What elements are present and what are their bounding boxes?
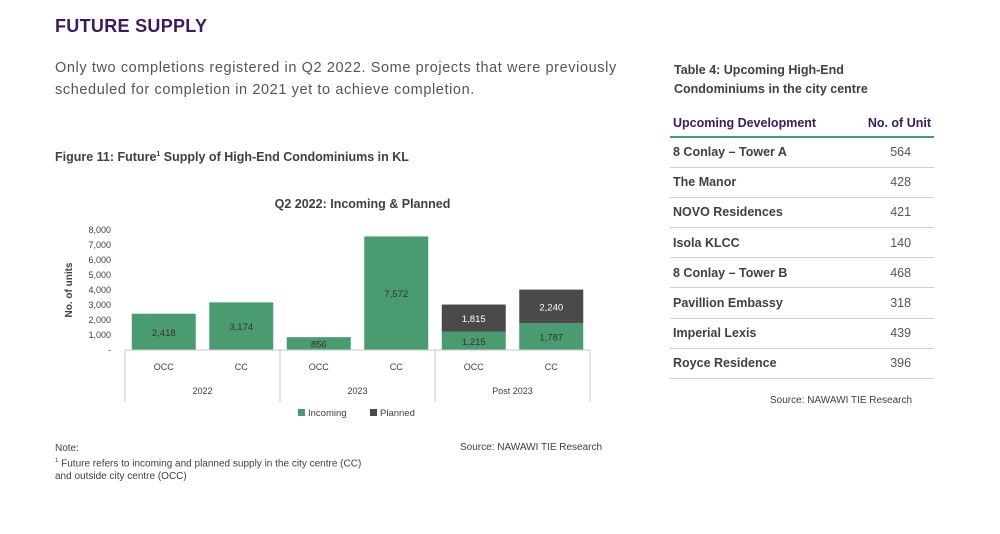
y-tick-label: 2,000 [88,315,111,325]
bar-incoming [519,323,584,350]
table-row: Imperial Lexis 439 [670,318,934,349]
unit-count: 318 [850,287,934,319]
table-row: Pavillion Embassy 318 [670,287,934,319]
table-row: 8 Conlay – Tower B 468 [670,257,934,289]
y-tick-label: 3,000 [88,300,111,310]
x-tick-label: OCC [154,362,175,372]
y-tick-label: 5,000 [88,270,111,280]
y-tick-label: 6,000 [88,255,111,265]
data-label: 856 [311,340,327,351]
note-footnote-text: Future refers to incoming and planned su… [55,458,362,483]
y-tick-label: - [108,345,111,355]
header-development: Upcoming Development [670,110,851,138]
x-group-label: 2023 [347,386,367,396]
bar-incoming [441,331,506,350]
x-tick-label: CC [390,362,403,372]
bar-planned [519,289,584,324]
bar-planned [441,304,506,332]
legend-label: Incoming [308,408,347,419]
x-tick-label: OCC [464,362,485,372]
data-label: 1,787 [539,333,563,344]
y-tick-label: 8,000 [88,225,111,235]
table-header-row: Upcoming Development No. of Unit [670,110,934,138]
development-name: The Manor [670,167,851,198]
x-tick-label: CC [545,362,558,372]
data-label: 1,815 [462,314,486,325]
figure-title-sup: 1 [156,150,161,158]
unit-count: 428 [850,167,934,198]
note-heading: Note: [55,443,79,454]
note-footnote-sup: 1 [55,458,59,464]
table-row: The Manor 428 [670,167,934,198]
header-units: No. of Unit [850,110,934,138]
development-name: 8 Conlay – Tower A [670,137,851,168]
unit-count: 468 [850,257,934,289]
bar-incoming [364,236,429,350]
chart-title: Q2 2022: Incoming & Planned [275,197,451,211]
development-name: Royce Residence [670,348,851,380]
bar-incoming [286,337,351,350]
chart-note: Note: 1 Future refers to incoming and pl… [55,442,375,483]
table-row: Isola KLCC 140 [670,227,934,259]
unit-count: 396 [850,348,934,380]
table-source: Source: NAWAWI TIE Research [770,395,913,406]
data-label: 2,240 [539,302,563,313]
unit-count: 564 [850,137,934,168]
x-tick-label: CC [235,362,248,372]
development-name: NOVO Residences [670,197,851,229]
data-label: 1,215 [462,337,486,348]
figure-title-suffix: Supply of High-End Condominiums in KL [160,150,409,164]
development-name: Isola KLCC [670,227,851,259]
legend-swatch-incoming [298,409,305,416]
x-group-label: Post 2023 [492,386,533,396]
upcoming-developments-table: Upcoming Development No. of Unit 8 Conla… [670,110,934,380]
y-tick-label: 4,000 [88,285,111,295]
table-row: NOVO Residences 421 [670,197,934,229]
y-axis-label: No. of units [64,262,75,317]
note-footnote: 1 Future refers to incoming and planned … [55,455,375,483]
development-name: 8 Conlay – Tower B [670,257,851,289]
unit-count: 439 [850,318,934,349]
unit-count: 421 [850,197,934,229]
figure-title: Figure 11: Future1 Supply of High-End Co… [55,150,409,164]
data-label: 2,418 [152,328,176,339]
supply-chart: Q2 2022: Incoming & Planned No. of units 8… [64,197,591,419]
x-tick-label: OCC [309,362,330,372]
legend-label: Planned [380,408,415,419]
bar-incoming [209,302,274,350]
chart-source: Source: NAWAWI TIE Research [460,442,603,453]
figure-title-prefix: Figure 11: Future [55,150,157,164]
data-label: 7,572 [384,289,408,300]
table-row: Royce Residence 396 [670,348,934,380]
y-tick-label: 7,000 [88,240,111,250]
bar-incoming [131,313,196,350]
table-row: 8 Conlay – Tower A 564 [670,137,934,168]
legend-swatch-planned [370,409,377,416]
x-group-label: 2022 [192,386,212,396]
unit-count: 140 [850,227,934,259]
table-title: Table 4: Upcoming High-End Condominiums … [674,63,868,96]
development-name: Pavillion Embassy [670,287,851,319]
data-label: 3,174 [229,322,253,333]
y-tick-label: 1,000 [88,330,111,340]
section-title: FUTURE SUPPLY [55,16,208,36]
intro-paragraph: Only two completions registered in Q2 20… [55,60,617,98]
development-name: Imperial Lexis [670,318,851,349]
